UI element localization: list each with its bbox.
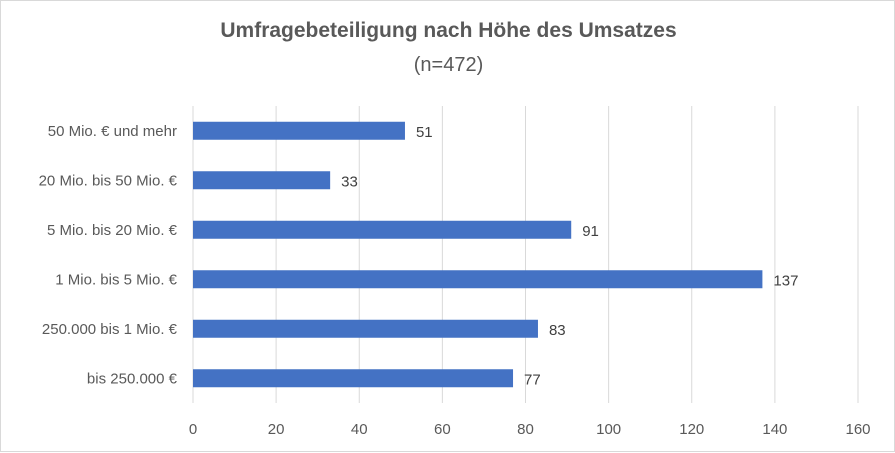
data-label: 91 [582,223,599,240]
x-tick-label: 40 [351,421,368,438]
category-label: 1 Mio. bis 5 Mio. € [55,271,177,288]
data-label: 51 [416,124,433,141]
bar [193,171,331,190]
x-tick-label: 140 [762,421,787,438]
data-label: 137 [773,272,798,289]
bar [193,319,538,338]
category-label: 50 Mio. € und mehr [48,123,177,140]
category-label: 250.000 bis 1 Mio. € [42,321,178,338]
chart-title: Umfragebeteiligung nach Höhe des Umsatze… [220,19,677,42]
bar [193,369,514,388]
data-label: 83 [549,322,566,339]
category-label: 5 Mio. bis 20 Mio. € [47,222,178,239]
x-tick-label: 160 [845,421,870,438]
bar [193,220,572,239]
x-tick-label: 80 [517,421,534,438]
x-tick-label: 0 [189,421,197,438]
x-tick-label: 100 [596,421,621,438]
x-tick-label: 20 [268,421,285,438]
data-label: 77 [524,371,541,388]
bar [193,121,405,140]
category-label: bis 250.000 € [87,370,178,387]
bar [193,270,763,289]
chart-subtitle: (n=472) [413,54,484,76]
x-tick-label: 120 [679,421,704,438]
x-tick-label: 60 [434,421,451,438]
data-label: 33 [341,173,358,190]
category-label: 20 Mio. bis 50 Mio. € [39,172,178,189]
